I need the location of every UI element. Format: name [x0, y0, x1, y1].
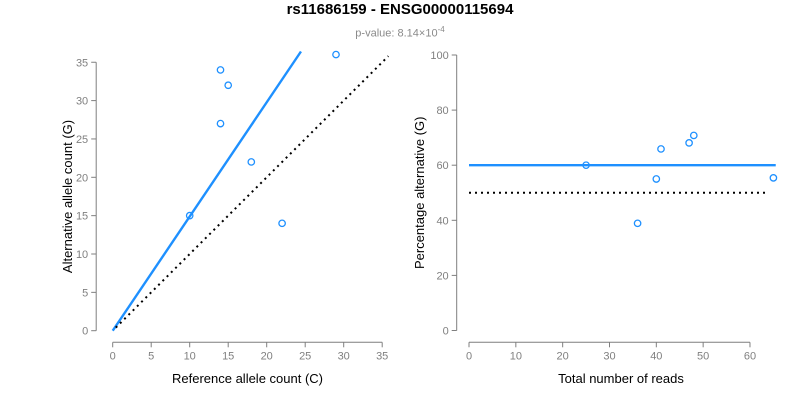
y-tick-label: 80 [436, 105, 448, 117]
x-tick-label: 0 [466, 350, 472, 362]
y-axis-label: Alternative allele count (G) [60, 120, 75, 273]
data-point [685, 139, 693, 147]
data-point [224, 81, 233, 90]
data-point [278, 219, 286, 228]
figure-title: rs11686159 - ENSG00000115694 [286, 1, 514, 18]
x-tick-label: 0 [110, 350, 116, 362]
data-point [332, 50, 340, 59]
allele-counts-plot: 0 5 10 15 20 25 30 35 0 5 10 15 20 25 30 35 Reference al… [60, 50, 390, 386]
y-tick-label: 0 [82, 326, 88, 338]
x-tick-label: 30 [338, 350, 350, 362]
data-point [689, 131, 698, 140]
x-tick-label: 30 [603, 350, 615, 362]
figure-subtitle: p-value: 8.14×10-4 [0, 25, 800, 40]
y-tick-label: 5 [82, 287, 88, 299]
x-axis-label: Total number of reads [558, 371, 684, 386]
x-tick-label: 10 [510, 350, 522, 362]
y-tick-label: 0 [443, 326, 449, 338]
y-tick-label: 15 [76, 211, 88, 223]
x-tick-label: 5 [148, 350, 154, 362]
y-tick-label: 20 [436, 270, 448, 282]
data-point [216, 119, 225, 128]
y-tick-label: 60 [436, 160, 448, 172]
x-tick-label: 15 [222, 350, 234, 362]
y-axis-label: Percentage alternative (G) [412, 117, 427, 269]
identity-line [115, 55, 390, 329]
y-tick-label: 40 [436, 215, 448, 227]
data-point [247, 158, 256, 166]
x-tick-label: 35 [376, 350, 388, 362]
x-tick-label: 60 [744, 350, 756, 362]
y-tick-label: 10 [76, 249, 88, 261]
pvalue-exponent: -4 [437, 25, 445, 34]
pvalue-mantissa: 8.14×10 [397, 27, 438, 40]
data-point [769, 174, 778, 182]
data-point [633, 219, 642, 228]
x-tick-label: 10 [184, 350, 196, 362]
x-tick-label: 50 [697, 350, 709, 362]
data-point [652, 175, 661, 183]
fit-line [111, 50, 302, 332]
x-tick-label: 20 [557, 350, 569, 362]
y-tick-label: 25 [76, 134, 88, 146]
x-tick-label: 25 [299, 350, 311, 362]
x-tick-label: 40 [650, 350, 662, 362]
percentage-alternative-plot: 0 10 20 30 40 50 60 0 20 40 60 80 100 Total number of… [412, 50, 778, 386]
data-point [216, 66, 225, 74]
y-tick-label: 20 [76, 172, 88, 184]
y-tick-label: 100 [430, 50, 448, 62]
data-point [185, 211, 194, 220]
data-point [657, 145, 665, 153]
pvalue-prefix: p-value: [355, 27, 398, 40]
x-axis-label: Reference allele count (C) [172, 371, 323, 386]
y-tick-label: 30 [76, 96, 88, 108]
x-tick-label: 20 [261, 350, 273, 362]
data-point [582, 161, 590, 170]
y-tick-label: 35 [76, 57, 88, 69]
